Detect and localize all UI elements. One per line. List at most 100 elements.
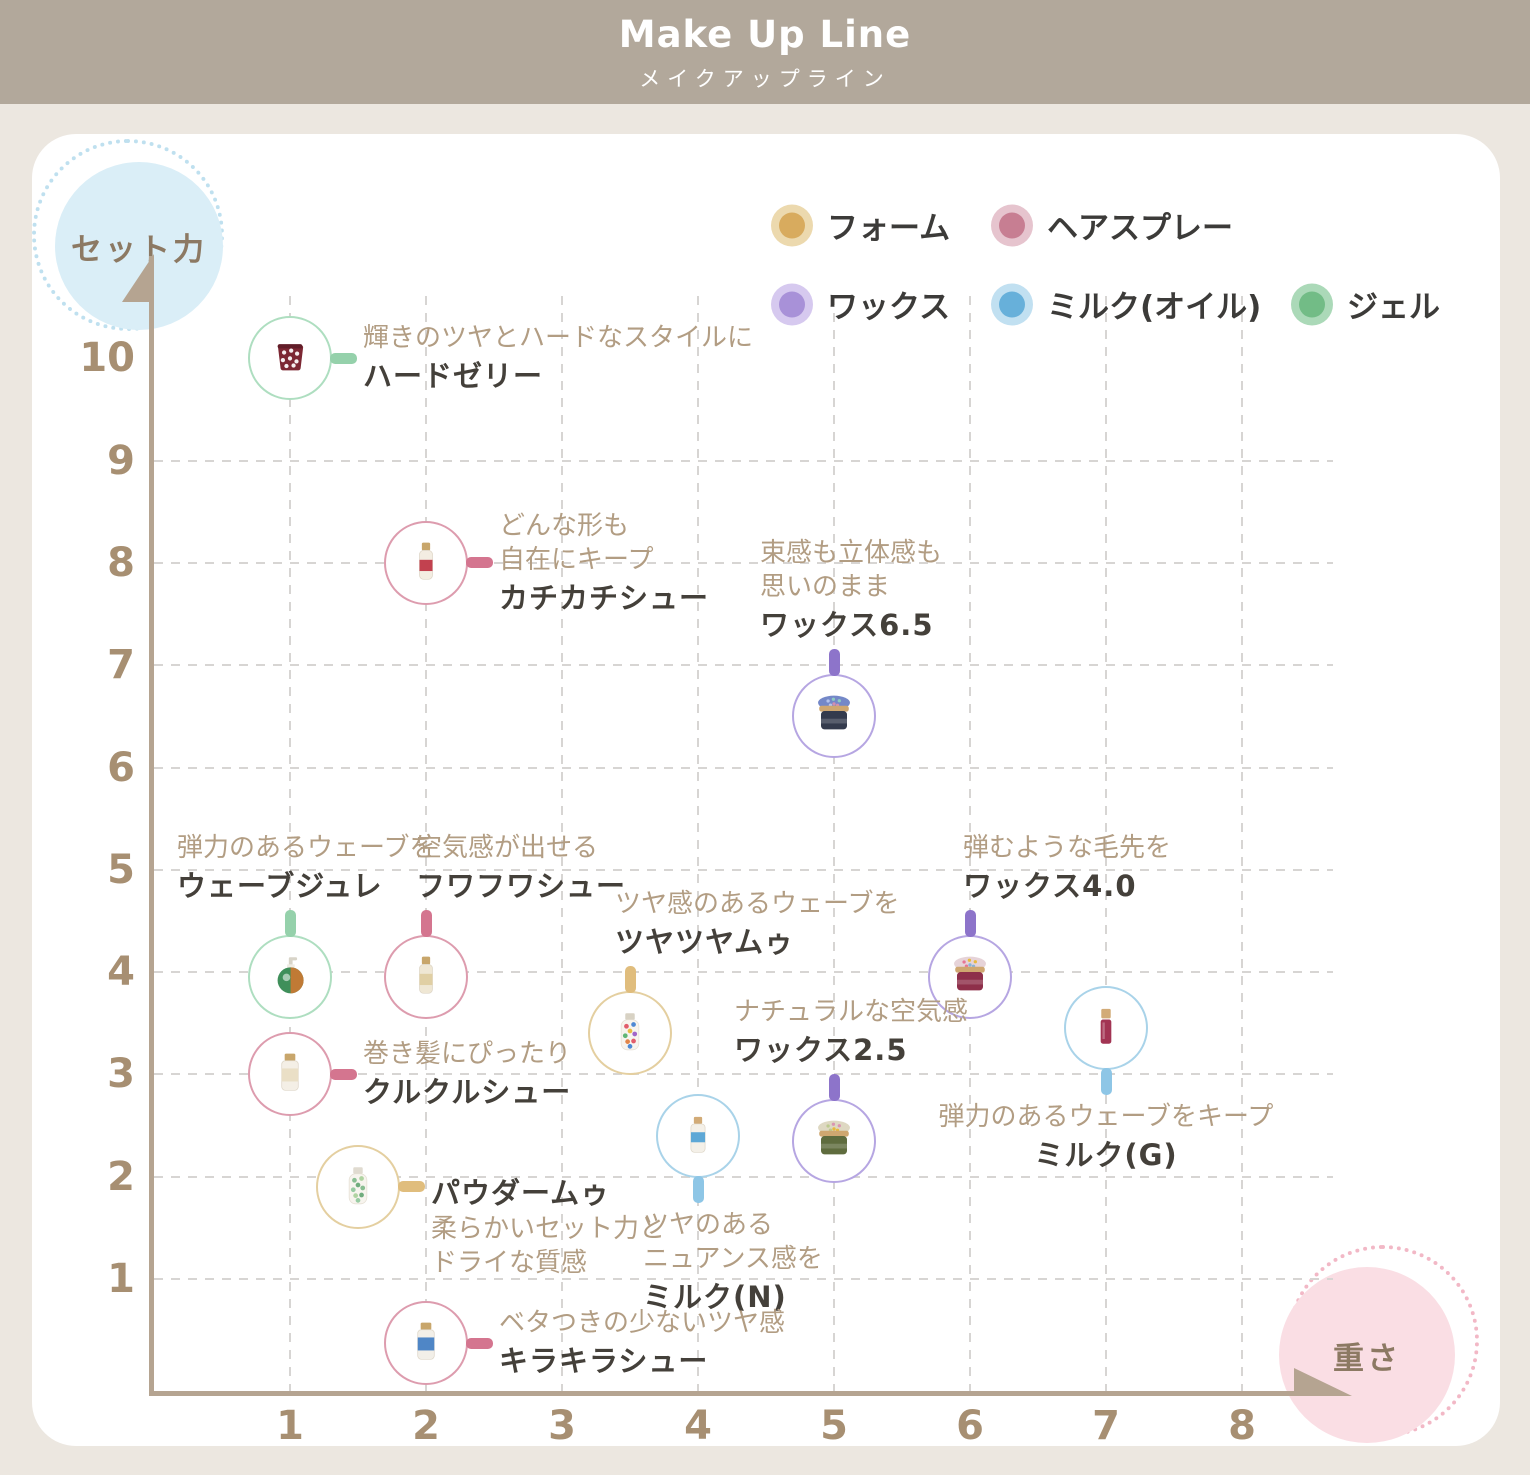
product-milk-n-desc-0: ツヤのある bbox=[643, 1209, 774, 1240]
x-axis-label: 重さ bbox=[1333, 1340, 1401, 1377]
page-subtitle: メイクアップライン bbox=[639, 67, 891, 91]
y-tick-7: 7 bbox=[107, 642, 135, 689]
product-wax-2-5-label: ナチュラルな空気感ワックス2.5 bbox=[734, 995, 968, 1069]
legend-label-gel: ジェル bbox=[1347, 289, 1440, 326]
product-powder-mu-desc-0: 柔らかいセット力と bbox=[431, 1213, 666, 1244]
legend-gel-dot-icon bbox=[1291, 283, 1333, 325]
y-axis-line bbox=[149, 256, 154, 1396]
product-fuwafuwa-shu-name: フワフワシュー bbox=[416, 869, 627, 904]
product-wave-jure bbox=[248, 935, 332, 1020]
product-kirakira-shu-connector bbox=[466, 1337, 493, 1349]
product-wave-jure-name: ウェーブジュレ bbox=[177, 869, 383, 904]
y-tick-6: 6 bbox=[107, 744, 135, 791]
product-hard-jelly-label: 輝きのツヤとハードなスタイルに ハードゼリー bbox=[363, 321, 753, 395]
wax-4-0-product-icon bbox=[944, 949, 996, 1005]
product-wax-2-5-connector bbox=[828, 1073, 840, 1101]
x-tick-3: 3 bbox=[548, 1403, 576, 1446]
product-powder-mu-name: パウダームゥ bbox=[431, 1175, 611, 1210]
product-tsuyatsuya-mu-name: ツヤツヤムゥ bbox=[615, 925, 795, 960]
product-powder-mu-connector bbox=[398, 1181, 425, 1193]
wave-jure-product-icon bbox=[264, 949, 316, 1005]
product-wax-6-5-name: ワックス6.5 bbox=[760, 608, 934, 643]
x-tick-4: 4 bbox=[684, 1403, 712, 1446]
legend-item-milk: ミルク(オイル) bbox=[991, 282, 1261, 327]
gridline-x-6 bbox=[969, 296, 971, 1391]
product-milk-g-desc-0: 弾力のあるウェーブをキープ bbox=[938, 1102, 1274, 1133]
product-hard-jelly-connector bbox=[330, 352, 357, 364]
product-tsuyatsuya-mu bbox=[588, 991, 672, 1076]
product-powder-mu-label: パウダームゥ 柔らかいセット力と ドライな質感 bbox=[431, 1174, 665, 1280]
legend-spray-dot-core bbox=[999, 212, 1025, 238]
product-tsuyatsuya-mu-connector bbox=[624, 966, 636, 994]
product-wave-jure-desc-0: 弾力のあるウェーブを bbox=[177, 833, 436, 864]
kirakira-shu-product-icon bbox=[400, 1315, 452, 1371]
gridline-y-9 bbox=[154, 459, 1333, 462]
product-hard-jelly-name: ハードゼリー bbox=[363, 359, 544, 394]
legend-spray-dot-icon bbox=[991, 204, 1033, 246]
product-wax-2-5 bbox=[792, 1098, 876, 1183]
gridline-x-7 bbox=[1105, 296, 1107, 1391]
product-kachikachi-shu-desc-1: 自在にキープ bbox=[499, 544, 654, 575]
y-tick-10: 10 bbox=[79, 335, 135, 382]
product-fuwafuwa-shu bbox=[384, 935, 468, 1020]
product-milk-g-name: ミルク(G) bbox=[1034, 1138, 1178, 1173]
product-kurukuru-shu-connector bbox=[330, 1068, 357, 1080]
kurukuru-shu-product-icon bbox=[264, 1046, 316, 1102]
product-kurukuru-shu-label: 巻き髪にぴったり クルクルシュー bbox=[363, 1037, 571, 1111]
product-wax-2-5-name: ワックス2.5 bbox=[734, 1032, 908, 1067]
x-axis-line bbox=[149, 1391, 1299, 1396]
gridline-x-5 bbox=[833, 296, 835, 1391]
chart-card: セット力 重さ 10 9 8 7 6 5 4 3 2 1 1 2 3 4 5 6 7 8 フォーム ヘアスプレー ワッ… bbox=[32, 134, 1500, 1446]
product-fuwafuwa-shu-connector bbox=[420, 910, 432, 938]
product-milk-n-connector bbox=[692, 1175, 704, 1203]
product-fuwafuwa-shu-desc-0: 空気感が出せる bbox=[416, 833, 599, 864]
product-wax-6-5-connector bbox=[828, 649, 840, 677]
x-tick-8: 8 bbox=[1228, 1403, 1256, 1446]
legend-wax-dot-icon bbox=[771, 283, 813, 325]
product-wax-6-5-label: 束感も立体感も 思いのまま ワックス6.5 bbox=[760, 536, 942, 644]
product-wax-2-5-desc-0: ナチュラルな空気感 bbox=[734, 996, 969, 1027]
product-wave-jure-connector bbox=[284, 910, 296, 938]
product-powder-mu bbox=[316, 1144, 400, 1229]
milk-n-product-icon bbox=[672, 1108, 724, 1164]
product-milk-n bbox=[656, 1093, 740, 1178]
product-kachikachi-shu-connector bbox=[466, 557, 493, 569]
legend-label-spray: ヘアスプレー bbox=[1047, 210, 1233, 247]
legend-milk-dot-icon bbox=[991, 283, 1033, 325]
product-wax-4-0-connector bbox=[964, 910, 976, 938]
gridline-y-4 bbox=[154, 971, 1333, 974]
header: Make Up Line メイクアップライン bbox=[0, 0, 1530, 104]
product-fuwafuwa-shu-label: 空気感が出せるフワフワシュー bbox=[416, 831, 626, 905]
fuwafuwa-shu-product-icon bbox=[400, 949, 452, 1005]
product-tsuyatsuya-mu-desc-0: ツヤ感のあるウェーブを bbox=[615, 889, 900, 920]
gridline-y-8 bbox=[154, 561, 1333, 564]
tsuyatsuya-mu-product-icon bbox=[604, 1005, 656, 1061]
legend-foam-dot-icon bbox=[771, 204, 813, 246]
x-tick-1: 1 bbox=[276, 1403, 304, 1446]
legend-foam-dot-core bbox=[779, 212, 805, 238]
y-axis-label: セット力 bbox=[71, 231, 207, 268]
y-tick-8: 8 bbox=[107, 539, 135, 586]
gridline-x-3 bbox=[561, 296, 563, 1391]
product-kirakira-shu-label: ベタつきの少ないツヤ感 キラキラシュー bbox=[499, 1306, 785, 1380]
y-axis-badge: セット力 bbox=[55, 162, 223, 330]
y-tick-4: 4 bbox=[107, 949, 135, 996]
x-tick-6: 6 bbox=[956, 1403, 984, 1446]
gridline-y-7 bbox=[154, 664, 1333, 667]
legend-wax-dot-core bbox=[779, 291, 805, 317]
product-kurukuru-shu bbox=[248, 1032, 332, 1117]
gridline-y-6 bbox=[154, 766, 1333, 769]
product-tsuyatsuya-mu-label: ツヤ感のあるウェーブをツヤツヤムゥ bbox=[615, 887, 899, 961]
legend-item-gel: ジェル bbox=[1291, 282, 1440, 327]
product-wax-6-5 bbox=[792, 674, 876, 759]
powder-mu-product-icon bbox=[332, 1159, 384, 1215]
gridline-y-5 bbox=[154, 868, 1333, 871]
product-kachikachi-shu-desc-0: どんな形も bbox=[499, 510, 630, 541]
product-wave-jure-label: 弾力のあるウェーブをウェーブジュレ bbox=[177, 831, 435, 905]
gridline-y-1 bbox=[154, 1278, 1333, 1280]
product-kirakira-shu-desc-0: ベタつきの少ないツヤ感 bbox=[499, 1308, 786, 1339]
gridline-y-3 bbox=[154, 1073, 1333, 1076]
legend-item-spray: ヘアスプレー bbox=[991, 203, 1233, 248]
product-wax-4-0-name: ワックス4.0 bbox=[963, 869, 1137, 904]
legend-milk-dot-core bbox=[999, 291, 1025, 317]
